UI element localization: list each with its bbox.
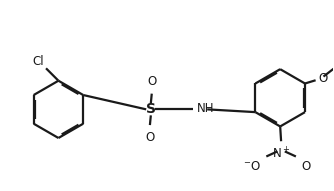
Text: $^{-}$O: $^{-}$O [243, 160, 261, 173]
Text: O: O [319, 72, 328, 85]
Text: O: O [147, 75, 156, 88]
Text: N$^+$: N$^+$ [272, 146, 290, 161]
Text: NH: NH [197, 102, 214, 115]
Text: S: S [146, 102, 156, 116]
Text: O: O [145, 131, 155, 144]
Text: O: O [301, 160, 311, 173]
Text: Cl: Cl [32, 55, 44, 68]
